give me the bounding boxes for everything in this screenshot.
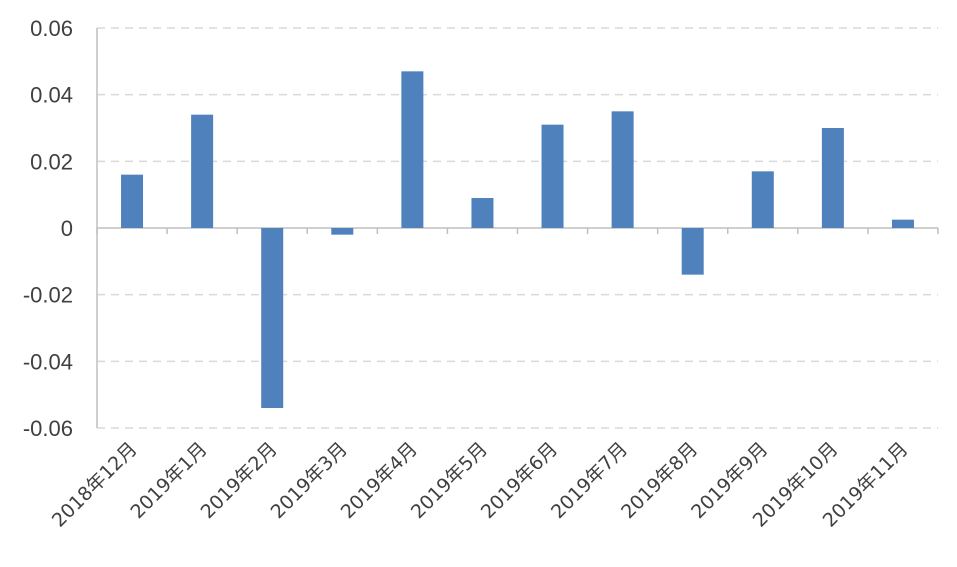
bar [821, 128, 844, 228]
y-tick-label: -0.02 [23, 283, 73, 308]
bars [121, 71, 914, 408]
bar [891, 219, 914, 228]
bar [541, 124, 564, 228]
y-tick-label: 0.04 [30, 83, 73, 108]
bar [331, 228, 354, 235]
y-tick-label: 0.02 [30, 149, 73, 174]
y-tick-labels: 0.06 0.04 0.02 0 -0.02 -0.04 -0.06 [23, 16, 73, 441]
bar [261, 228, 284, 408]
axes [96, 28, 939, 428]
bar [471, 198, 494, 228]
bar [191, 114, 214, 228]
bar [751, 171, 774, 228]
y-tick-label: -0.04 [23, 349, 73, 374]
gridlines [97, 27, 938, 429]
x-tick-label: 2018年12月 [48, 438, 142, 532]
y-tick-label: -0.06 [23, 416, 73, 441]
y-tick-label: 0 [61, 216, 73, 241]
bar [121, 174, 144, 228]
bar [611, 111, 634, 228]
x-tick-labels: 2018年12月2019年1月2019年2月2019年3月2019年4月2019… [48, 438, 913, 532]
bar [401, 71, 424, 228]
bar [681, 228, 704, 275]
y-tick-label: 0.06 [30, 16, 73, 41]
